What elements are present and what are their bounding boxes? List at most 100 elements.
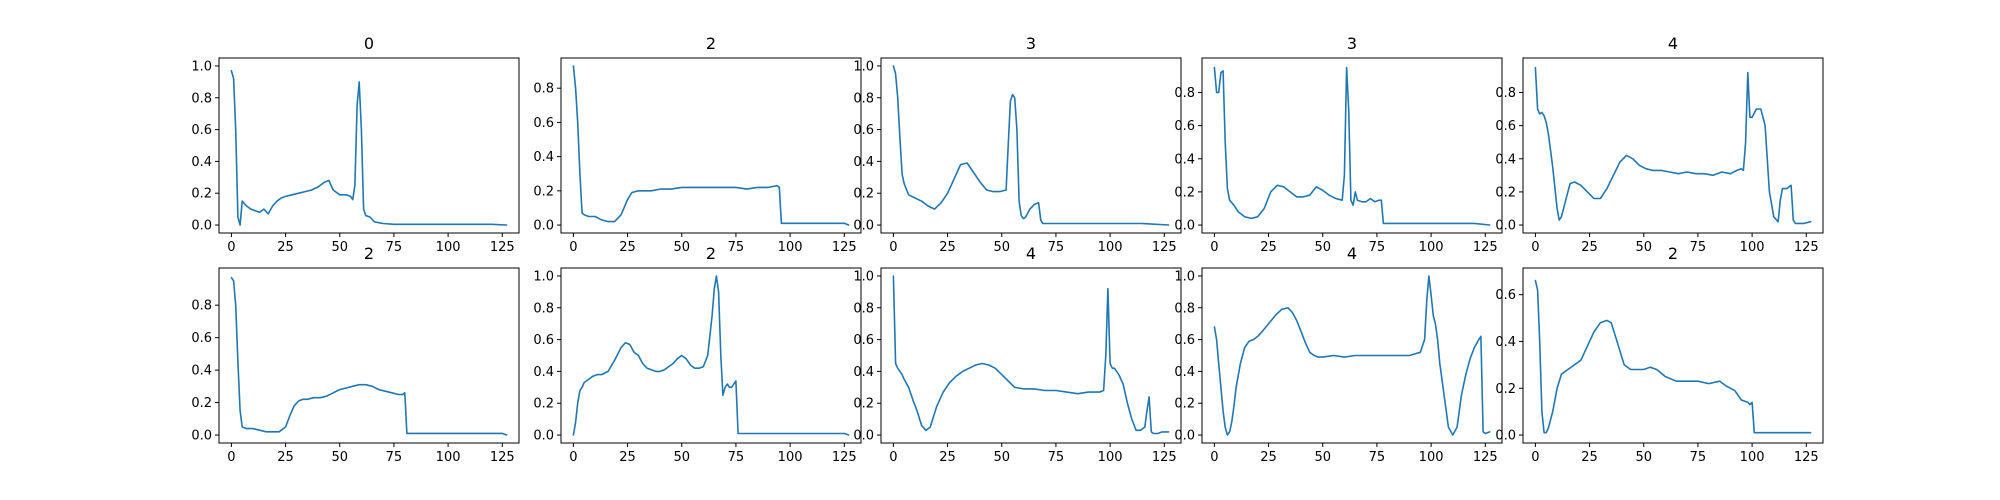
axes-frame xyxy=(880,267,1182,444)
y-tick-label: 0.2 xyxy=(533,397,554,412)
axes-frame xyxy=(1522,267,1824,444)
x-tick-label: 125 xyxy=(1152,240,1177,255)
x-tick-label: 0 xyxy=(889,240,897,255)
y-tick-label: 0.8 xyxy=(853,301,874,316)
subplot-5: 4 0 25 50 75 100 125 0.0 0.2 0.4 0.6 0.8 xyxy=(1495,34,1824,255)
subplot-2: 2 0 25 50 75 100 125 0.0 0.2 0.4 0.6 0.8 xyxy=(533,34,862,255)
y-tick-label: 0.2 xyxy=(1495,185,1516,200)
y-tick-label: 0.8 xyxy=(1174,301,1195,316)
subplot-1: 0 0 25 50 75 100 125 0.0 0.2 0.4 0.6 0.8 1.0 xyxy=(191,34,520,255)
y-tick-label: 0.8 xyxy=(1174,86,1195,101)
x-tick-label: 25 xyxy=(1581,450,1598,465)
x-tick-label: 0 xyxy=(889,450,897,465)
subplot-8: 4 0 25 50 75 100 125 0.0 0.2 0.4 0.6 0.8 1.0 xyxy=(853,244,1182,465)
series-line xyxy=(892,65,1170,226)
y-tick-label: 0.0 xyxy=(191,219,212,234)
series-line xyxy=(1213,66,1491,226)
y-tick-label: 0.6 xyxy=(533,116,554,131)
series-line xyxy=(1213,275,1491,436)
x-tick-label: 125 xyxy=(1794,240,1819,255)
x-tick-label: 25 xyxy=(939,450,956,465)
x-tick-label: 125 xyxy=(1473,450,1498,465)
y-tick-label: 0.4 xyxy=(1174,365,1195,380)
x-tick-label: 100 xyxy=(1740,240,1765,255)
x-tick-label: 100 xyxy=(1419,450,1444,465)
x-tick-label: 125 xyxy=(1152,450,1177,465)
x-tick-label: 25 xyxy=(619,240,636,255)
axes-frame xyxy=(1201,267,1503,444)
series-line xyxy=(1534,279,1812,434)
axes-frame xyxy=(218,267,520,444)
y-tick-label: 0.6 xyxy=(1174,119,1195,134)
y-tick-label: 0.2 xyxy=(191,187,212,202)
x-tick-label: 100 xyxy=(1419,240,1444,255)
y-tick-label: 0.2 xyxy=(191,396,212,411)
axes-frame xyxy=(560,57,862,234)
axes-frame xyxy=(560,267,862,444)
y-tick-label: 0.8 xyxy=(533,301,554,316)
x-tick-label: 75 xyxy=(1048,450,1065,465)
x-tick-label: 125 xyxy=(490,450,515,465)
x-tick-label: 25 xyxy=(619,450,636,465)
y-tick-label: 0.4 xyxy=(853,155,874,170)
x-tick-label: 75 xyxy=(1690,240,1707,255)
y-tick-label: 0.4 xyxy=(853,365,874,380)
y-tick-label: 0.0 xyxy=(191,429,212,444)
x-tick-label: 50 xyxy=(1314,240,1331,255)
y-tick-label: 0.2 xyxy=(1174,397,1195,412)
subplot-title: 2 xyxy=(1668,244,1678,263)
series-line xyxy=(230,69,508,226)
axes-frame xyxy=(218,57,520,234)
x-tick-label: 100 xyxy=(1098,450,1123,465)
x-tick-label: 0 xyxy=(227,450,235,465)
subplot-title: 2 xyxy=(364,244,374,263)
x-tick-label: 100 xyxy=(1740,450,1765,465)
x-tick-label: 0 xyxy=(1210,240,1218,255)
y-tick-label: 0.4 xyxy=(1495,152,1516,167)
x-tick-label: 0 xyxy=(1531,240,1539,255)
x-tick-label: 50 xyxy=(1635,450,1652,465)
y-tick-label: 1.0 xyxy=(191,59,212,74)
x-tick-label: 125 xyxy=(1473,240,1498,255)
x-tick-label: 25 xyxy=(1260,240,1277,255)
x-tick-label: 50 xyxy=(673,450,690,465)
y-tick-label: 0.6 xyxy=(853,123,874,138)
subplot-7: 2 0 25 50 75 100 125 0.0 0.2 0.4 0.6 0.8 1.0 xyxy=(533,244,862,465)
y-tick-label: 0.6 xyxy=(1174,333,1195,348)
series-line xyxy=(892,275,1170,435)
x-tick-label: 50 xyxy=(993,450,1010,465)
x-tick-label: 75 xyxy=(386,450,403,465)
axes-frame xyxy=(1201,57,1503,234)
subplot-title: 4 xyxy=(1347,244,1357,263)
axes-frame xyxy=(880,57,1182,234)
y-tick-label: 0.4 xyxy=(1495,335,1516,350)
y-tick-label: 0.0 xyxy=(1174,219,1195,234)
x-tick-label: 50 xyxy=(673,240,690,255)
series-line xyxy=(1534,66,1812,225)
x-tick-label: 25 xyxy=(1260,450,1277,465)
x-tick-label: 75 xyxy=(1369,240,1386,255)
series-line xyxy=(572,65,850,226)
y-tick-label: 0.0 xyxy=(853,219,874,234)
y-tick-label: 1.0 xyxy=(853,59,874,74)
x-tick-label: 100 xyxy=(778,450,803,465)
y-tick-label: 0.6 xyxy=(1495,288,1516,303)
x-tick-label: 0 xyxy=(1210,450,1218,465)
axes-frame xyxy=(1522,57,1824,234)
x-tick-label: 75 xyxy=(1048,240,1065,255)
y-tick-label: 0.6 xyxy=(533,333,554,348)
x-tick-label: 100 xyxy=(436,240,461,255)
y-tick-label: 0.8 xyxy=(191,299,212,314)
series-line xyxy=(572,275,850,436)
y-tick-label: 0.2 xyxy=(853,187,874,202)
y-tick-label: 0.0 xyxy=(533,219,554,234)
y-tick-label: 0.0 xyxy=(853,429,874,444)
y-tick-label: 0.2 xyxy=(1495,382,1516,397)
x-tick-label: 25 xyxy=(1581,240,1598,255)
x-tick-label: 125 xyxy=(832,240,857,255)
series-line xyxy=(230,276,508,436)
x-tick-label: 125 xyxy=(832,450,857,465)
x-tick-label: 0 xyxy=(569,240,577,255)
subplot-title: 0 xyxy=(364,34,374,53)
